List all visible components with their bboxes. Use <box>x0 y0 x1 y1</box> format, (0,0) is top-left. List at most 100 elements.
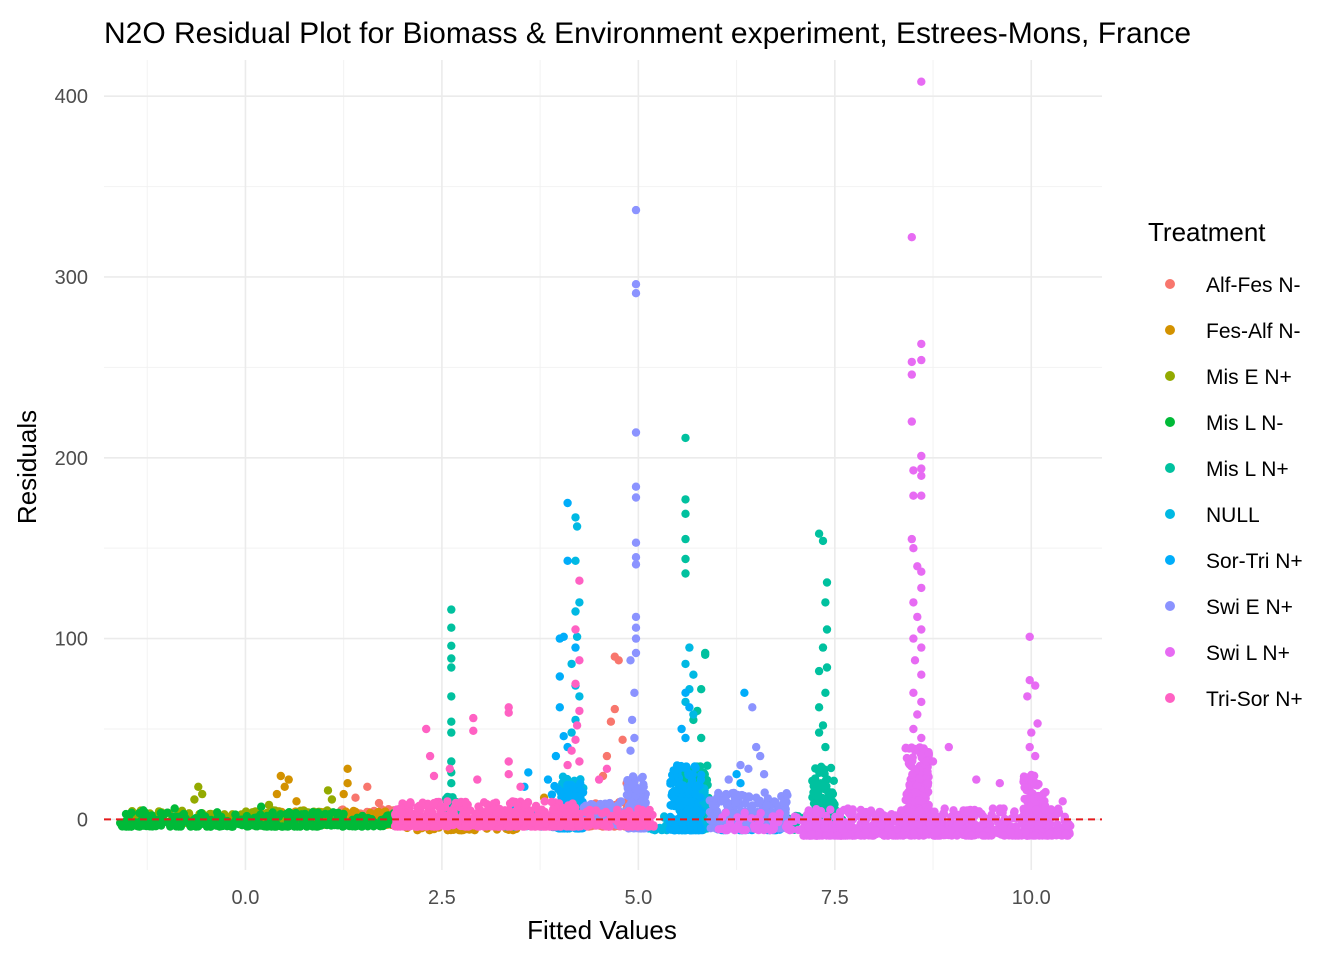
legend-item: Swi L N+ <box>1165 642 1290 665</box>
data-point <box>447 728 456 737</box>
data-point <box>284 808 294 817</box>
data-point <box>759 770 769 779</box>
data-point <box>575 692 584 701</box>
data-point <box>859 808 868 818</box>
data-point <box>908 753 917 762</box>
data-point <box>1054 808 1063 818</box>
data-point <box>436 806 445 815</box>
legend-key <box>1165 647 1175 657</box>
data-point <box>893 824 902 834</box>
legend-item: Mis L N+ <box>1165 458 1289 481</box>
data-point <box>524 768 533 777</box>
data-point <box>917 491 926 500</box>
data-point <box>343 779 352 788</box>
data-point <box>551 751 561 761</box>
data-point <box>995 779 1004 788</box>
data-point <box>697 733 706 743</box>
legend-key <box>1165 601 1175 611</box>
series-swi-l-n- <box>714 77 1075 840</box>
y-tick-label: 100 <box>55 629 88 651</box>
data-point <box>521 800 530 809</box>
data-point <box>877 820 886 830</box>
data-point <box>272 789 282 799</box>
data-point <box>822 663 832 672</box>
data-point <box>363 782 372 791</box>
data-point <box>631 289 641 298</box>
data-point <box>461 822 470 831</box>
series-mis-l-n- <box>116 802 407 831</box>
data-point <box>756 751 765 761</box>
data-point <box>428 808 437 818</box>
data-point <box>567 820 576 829</box>
data-point <box>907 357 916 367</box>
data-point <box>369 822 378 831</box>
data-point <box>637 774 646 783</box>
data-point <box>910 656 920 665</box>
data-point <box>571 643 580 652</box>
data-point <box>666 801 675 810</box>
data-point <box>732 770 741 779</box>
data-point <box>909 491 918 500</box>
data-point <box>810 774 820 783</box>
data-point <box>418 822 427 831</box>
data-point <box>1006 828 1015 837</box>
x-tick-label: 10.0 <box>1012 887 1051 909</box>
data-point <box>917 567 926 576</box>
data-point <box>627 715 637 725</box>
data-point <box>678 809 688 818</box>
data-point <box>317 820 327 829</box>
data-point <box>1030 780 1039 789</box>
data-point <box>679 763 688 772</box>
data-point <box>681 733 690 743</box>
data-point <box>445 820 454 829</box>
data-point <box>1058 797 1067 806</box>
data-point <box>488 818 497 828</box>
data-point <box>826 763 836 773</box>
data-point <box>908 770 917 779</box>
data-point <box>295 822 305 831</box>
data-point <box>631 612 641 622</box>
data-point <box>572 792 582 801</box>
data-point <box>474 822 484 831</box>
data-point <box>703 761 712 770</box>
data-point <box>547 790 557 799</box>
data-point <box>909 634 918 643</box>
x-axis-title: Fitted Values <box>527 915 677 945</box>
data-point <box>913 710 922 719</box>
data-point <box>1025 676 1034 685</box>
legend-key <box>1165 279 1175 289</box>
data-point <box>917 697 926 707</box>
data-point <box>572 721 582 730</box>
data-point <box>447 623 456 632</box>
data-point <box>676 779 685 789</box>
data-point <box>940 804 949 813</box>
data-point <box>626 656 635 665</box>
data-point <box>547 797 556 807</box>
data-point <box>555 634 564 643</box>
data-point <box>685 643 694 652</box>
data-point <box>689 710 698 719</box>
data-point <box>756 808 765 818</box>
data-point <box>358 811 367 821</box>
data-point <box>887 830 896 839</box>
data-point <box>630 688 639 697</box>
data-point <box>969 810 978 819</box>
data-point <box>429 822 439 831</box>
data-point <box>681 569 690 578</box>
data-point <box>822 797 831 807</box>
data-point <box>631 482 641 491</box>
data-point <box>572 522 582 531</box>
data-point <box>631 553 641 562</box>
data-point <box>681 554 690 564</box>
legend-item: Sor-Tri N+ <box>1165 550 1303 573</box>
data-point <box>923 778 933 788</box>
data-point <box>915 774 924 783</box>
data-point <box>914 819 923 829</box>
data-point <box>854 830 863 840</box>
y-tick-label: 300 <box>55 267 88 289</box>
data-point <box>339 789 348 799</box>
data-point <box>198 789 207 799</box>
data-point <box>606 717 616 726</box>
